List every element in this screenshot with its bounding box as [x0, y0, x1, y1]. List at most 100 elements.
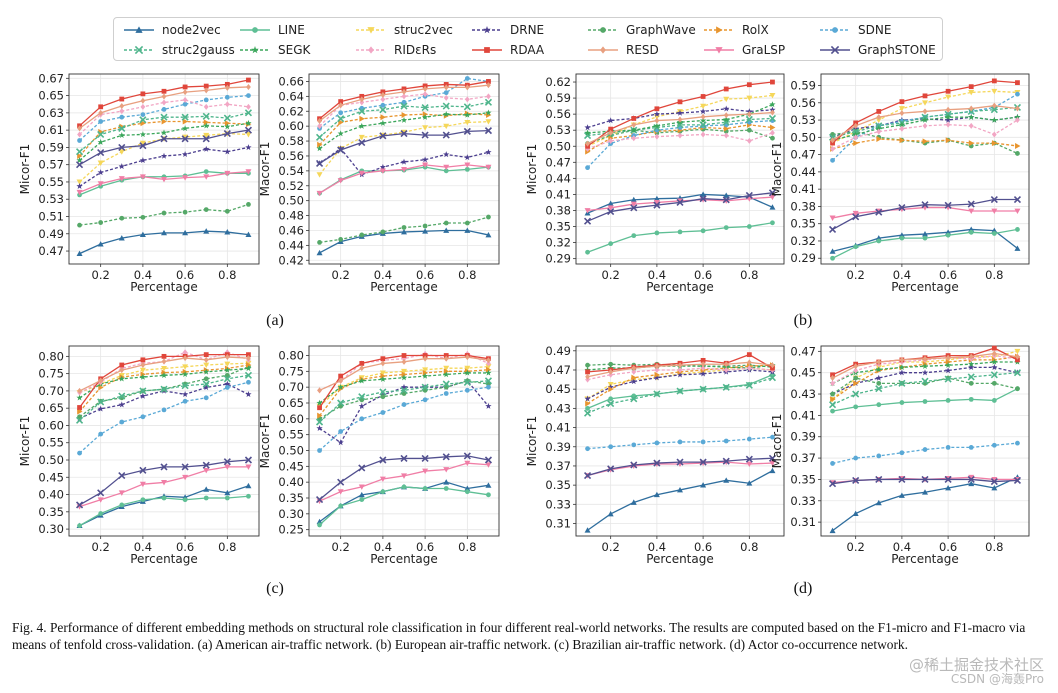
data-point: [770, 124, 776, 131]
data-point: [991, 380, 997, 386]
data-point: [830, 157, 835, 163]
subfigure-label: (d): [794, 580, 813, 597]
data-point: [486, 360, 491, 367]
data-point: [359, 232, 365, 238]
data-point: [700, 113, 706, 120]
data-point: [223, 458, 231, 466]
data-point: [699, 385, 707, 393]
data-point: [139, 231, 146, 238]
data-point: [98, 109, 104, 116]
legend-swatch: [124, 45, 154, 55]
data-point: [421, 131, 429, 139]
y-tick-label: 0.31: [790, 515, 816, 529]
data-point: [485, 109, 492, 116]
data-point: [464, 460, 471, 467]
chart-panel-5: 0.30 0.35 0.40 0.45 0.50 0.55 0.60 0.65 0.70 0.75…: [18, 345, 260, 566]
y-tick-label: 0.42: [278, 253, 304, 267]
data-point: [583, 131, 592, 140]
y-tick-label: 0.35: [790, 472, 816, 486]
x-tick-label: 0.8: [740, 268, 758, 282]
data-point: [899, 356, 905, 363]
data-point: [442, 453, 450, 461]
data-point: [400, 386, 408, 394]
data-point: [1013, 195, 1022, 204]
data-point: [653, 200, 660, 206]
series-line: [585, 220, 775, 255]
data-point: [464, 96, 470, 103]
data-point: [968, 113, 975, 120]
y-tick-label: 0.56: [790, 96, 816, 110]
y-tick-label: 0.59: [38, 140, 64, 154]
data-point: [898, 121, 906, 128]
series-rid-rs: [77, 96, 251, 138]
data-point: [853, 375, 859, 381]
data-point: [443, 123, 450, 130]
data-point: [223, 375, 231, 383]
y-tick-label: 0.44: [545, 171, 571, 185]
data-point: [654, 117, 660, 124]
series-line: [587, 470, 773, 531]
legend-item-struc2gauss: struc2gauss: [122, 41, 235, 59]
data-point: [422, 367, 429, 373]
data-point: [119, 419, 125, 425]
data-point: [182, 96, 188, 103]
legend-swatch: [124, 26, 154, 33]
y-tick-label: 0.37: [790, 451, 816, 465]
data-point: [359, 361, 365, 366]
data-point: [421, 454, 429, 462]
data-point: [443, 168, 449, 174]
data-point: [401, 402, 407, 407]
data-point: [968, 364, 975, 371]
series-resd: [830, 350, 1020, 382]
data-point: [223, 130, 231, 138]
data-point: [139, 116, 147, 124]
data-point: [338, 377, 344, 384]
data-point: [654, 133, 660, 140]
series-line: [77, 493, 251, 529]
data-point: [161, 407, 167, 413]
legend-item-rolx: RolX: [702, 21, 769, 39]
data-point: [746, 359, 752, 366]
data-point: [203, 467, 210, 474]
data-point: [723, 86, 729, 92]
data-point: [246, 202, 251, 207]
data-point: [968, 445, 974, 450]
data-point: [246, 355, 251, 362]
data-point: [160, 385, 168, 393]
data-point: [160, 113, 168, 121]
y-tick-label: 0.39: [790, 430, 816, 444]
data-point: [921, 116, 929, 123]
data-point: [401, 368, 407, 375]
data-point: [337, 130, 344, 137]
data-point: [401, 166, 407, 173]
data-point: [181, 371, 189, 377]
series-line: [832, 138, 1018, 150]
data-point: [699, 108, 707, 115]
data-point: [770, 129, 775, 136]
data-point: [1014, 245, 1021, 251]
data-point: [968, 208, 975, 215]
data-point: [768, 114, 777, 122]
legend-swatch: [704, 47, 734, 54]
legend-label: SDNE: [858, 23, 892, 37]
data-point: [160, 372, 168, 379]
data-point: [118, 490, 125, 496]
data-point: [401, 111, 407, 118]
data-point: [968, 480, 975, 487]
x-tick-label: 0.8: [458, 268, 476, 282]
data-point: [676, 387, 684, 395]
data-point: [630, 196, 637, 203]
data-point: [77, 387, 82, 394]
data-point: [224, 81, 230, 87]
data-point: [203, 384, 210, 391]
data-point: [770, 220, 775, 226]
y-tick-label: 0.35: [545, 220, 571, 234]
series-rid-rs: [830, 117, 1020, 152]
series-gralsp: [76, 464, 252, 510]
legend-item-struc2vec: struc2vec: [354, 21, 453, 39]
subfigure-label: (b): [794, 312, 813, 329]
data-point: [876, 402, 882, 408]
data-point: [182, 134, 189, 141]
data-point: [484, 98, 493, 106]
y-tick-label: 0.45: [545, 382, 571, 396]
